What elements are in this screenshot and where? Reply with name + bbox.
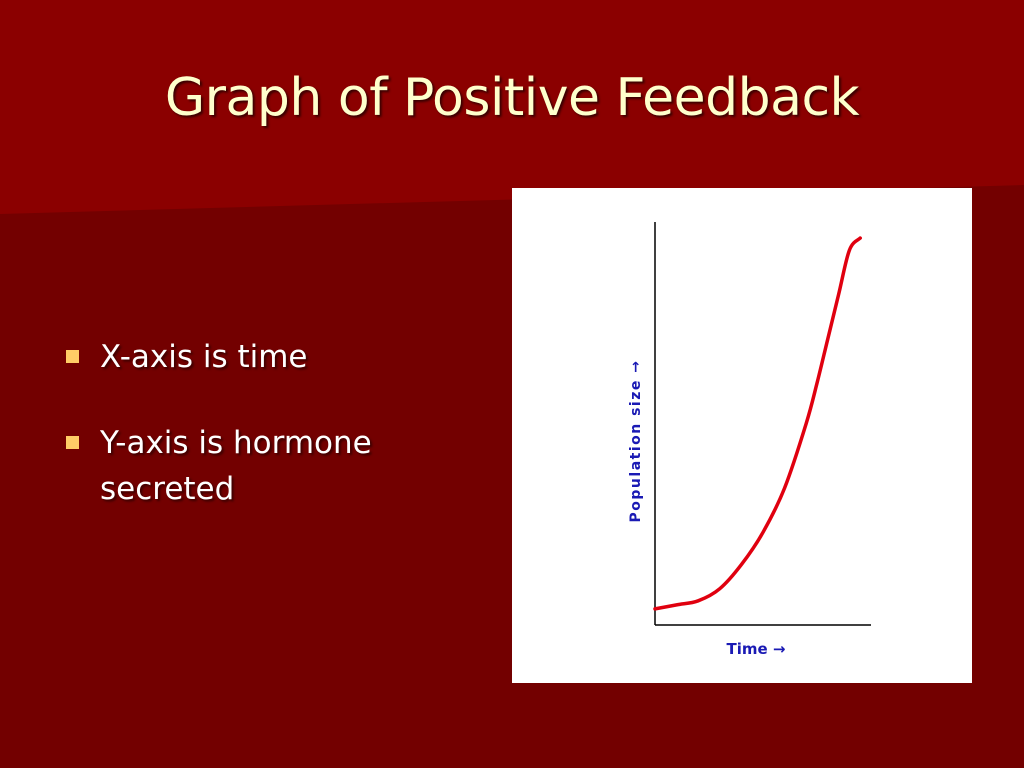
data-series-line xyxy=(653,236,862,611)
slide-title: Graph of Positive Feedback xyxy=(164,68,860,128)
chart-panel: Time → Population size → xyxy=(512,188,972,683)
bullet-text: Y-axis is hormone secreted xyxy=(100,425,372,507)
bullet-item: Y-axis is hormone secreted xyxy=(62,420,482,512)
bullet-list: X-axis is time Y-axis is hormone secrete… xyxy=(62,334,482,552)
y-axis-label: Population size → xyxy=(628,360,644,523)
bullet-text: X-axis is time xyxy=(100,339,308,375)
population-growth-chart: Time → Population size → xyxy=(628,222,871,658)
bullet-item: X-axis is time xyxy=(62,334,482,380)
square-bullet-icon xyxy=(66,350,79,363)
square-bullet-icon xyxy=(66,436,79,449)
x-axis-label: Time → xyxy=(727,640,786,658)
